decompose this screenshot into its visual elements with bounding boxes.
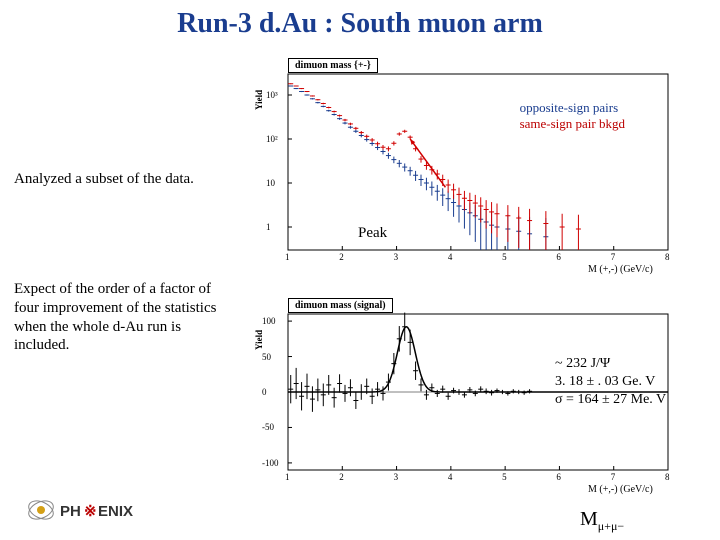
chart-bottom-title: dimuon mass (signal) — [288, 298, 393, 313]
xtick: 6 — [556, 472, 561, 482]
text-analyzed: Analyzed a subset of the data. — [14, 170, 214, 189]
chart-signal: dimuon mass (signal) Yield — [248, 300, 678, 490]
ytick: 10³ — [266, 90, 278, 100]
chart-top-svg — [248, 60, 678, 270]
ytick: 1 — [266, 222, 271, 232]
xtick: 4 — [448, 472, 453, 482]
xtick: 8 — [665, 472, 670, 482]
chart-bottom-svg — [248, 300, 678, 490]
ytick: -50 — [262, 422, 274, 432]
xtick: 7 — [611, 472, 616, 482]
svg-text:※: ※ — [84, 503, 97, 520]
ytick: 10 — [266, 178, 275, 188]
chart-bottom-xlabel: M (+,-) (GeV/c) — [588, 484, 653, 495]
m-mumulabel: Mμ+μ− — [580, 508, 624, 534]
xtick: 1 — [285, 252, 290, 262]
phenix-logo: PH ※ ENIX — [26, 495, 136, 530]
xtick: 5 — [502, 472, 507, 482]
xtick: 2 — [339, 472, 344, 482]
chart-top-title: dimuon mass {+-} — [288, 58, 378, 73]
ytick: -100 — [262, 458, 279, 468]
svg-text:ENIX: ENIX — [98, 503, 133, 520]
ytick: 10² — [266, 134, 278, 144]
chart-top-ylabel: Yield — [254, 90, 264, 110]
xtick: 5 — [502, 252, 507, 262]
page-title: Run-3 d.Au : South muon arm — [0, 8, 720, 40]
text-expect: Expect of the order of a factor of four … — [14, 280, 224, 355]
chart-bottom-ylabel: Yield — [254, 330, 264, 350]
xtick: 4 — [448, 252, 453, 262]
xtick: 8 — [665, 252, 670, 262]
xtick: 3 — [394, 252, 399, 262]
xtick: 3 — [394, 472, 399, 482]
svg-text:PH: PH — [60, 503, 81, 520]
ytick: 50 — [262, 352, 271, 362]
xtick: 6 — [556, 252, 561, 262]
ytick: 100 — [262, 316, 276, 326]
ytick: 0 — [262, 387, 267, 397]
chart-top-xlabel: M (+,-) (GeV/c) — [588, 264, 653, 275]
xtick: 1 — [285, 472, 290, 482]
xtick: 7 — [611, 252, 616, 262]
xtick: 2 — [339, 252, 344, 262]
chart-dimuon-mass: dimuon mass {+-} Yield — [248, 60, 678, 270]
